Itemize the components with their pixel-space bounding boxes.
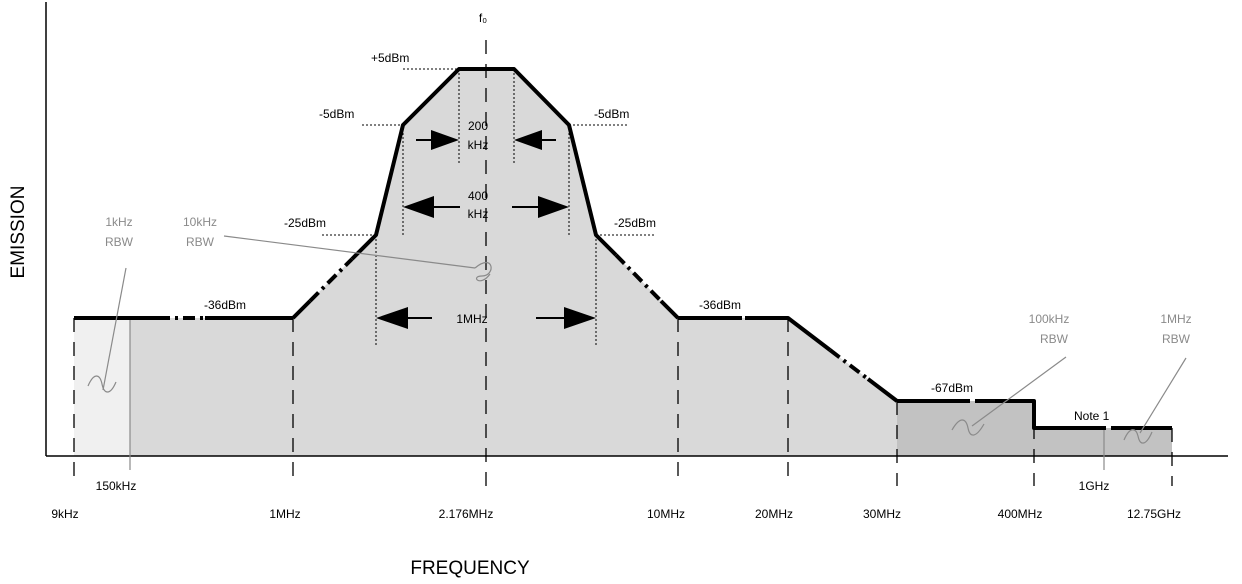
bandwidth-200-value: 200 (468, 119, 488, 133)
freq-label-2176mhz: 2.176MHz (439, 507, 494, 521)
arrow-400-left (403, 196, 434, 218)
freq-label-400mhz: 400MHz (998, 507, 1043, 521)
arrow-1m-left (376, 307, 408, 329)
rbw-100khz-value: 100kHz (1029, 312, 1070, 326)
mask-main-region (130, 69, 897, 456)
freq-label-1ghz: 1GHz (1079, 479, 1110, 493)
bandwidth-400-value: 400 (468, 189, 488, 203)
rbw-1mhz-unit: RBW (1162, 332, 1191, 346)
rbw-100khz-unit: RBW (1040, 332, 1069, 346)
subband-boundaries (129, 318, 1105, 470)
rbw-10khz-unit: RBW (186, 235, 215, 249)
freq-label-1mhz: 1MHz (269, 507, 300, 521)
arrow-1m-right (564, 307, 596, 329)
level-label-minus5dbm-left: -5dBm (319, 107, 354, 121)
level-label-minus25dbm-left: -25dBm (284, 216, 326, 230)
rbw-1khz-value: 1kHz (105, 215, 132, 229)
bandwidth-1mhz-label: 1MHz (456, 312, 487, 326)
rbw-leaders (87, 235, 1187, 444)
rbw-1khz-region (74, 318, 130, 456)
x-axis-title: FREQUENCY (410, 558, 530, 579)
rbw-10khz-value: 10kHz (183, 215, 217, 229)
note-label: Note 1 (1074, 409, 1110, 423)
freq-label-9khz: 9kHz (51, 507, 78, 521)
y-axis-title: EMISSION (8, 186, 29, 279)
freq-label-20mhz: 20MHz (755, 507, 793, 521)
level-label-plus5dbm: +5dBm (371, 51, 409, 65)
center-frequency-label: f₀ (479, 11, 487, 25)
bandwidth-400-unit: kHz (468, 207, 489, 221)
dotted-guides (322, 68, 655, 346)
freq-label-1275ghz: 12.75GHz (1127, 507, 1181, 521)
rbw-1khz-unit: RBW (105, 235, 134, 249)
level-label-minus5dbm-right: -5dBm (594, 107, 629, 121)
rbw-1mhz-value: 1MHz (1160, 312, 1191, 326)
level-label-minus67dbm: -67dBm (931, 381, 973, 395)
freq-label-30mhz: 30MHz (863, 507, 901, 521)
level-label-minus36dbm-right: -36dBm (699, 298, 741, 312)
arrow-heads (376, 130, 596, 329)
bandwidth-200-unit: kHz (468, 138, 489, 152)
mask-outline-dashed (158, 253, 1112, 430)
freq-label-10mhz: 10MHz (647, 507, 685, 521)
arrow-200-right (514, 130, 542, 150)
freq-label-150khz: 150kHz (96, 479, 137, 493)
mask-outline (74, 67, 1172, 430)
rbw-100khz-region (897, 401, 1034, 456)
level-label-minus36dbm-left: -36dBm (204, 298, 246, 312)
arrow-200-left (431, 130, 459, 150)
bandwidth-arrows (406, 139, 566, 319)
level-label-minus25dbm-right: -25dBm (614, 216, 656, 230)
arrow-400-right (538, 196, 569, 218)
